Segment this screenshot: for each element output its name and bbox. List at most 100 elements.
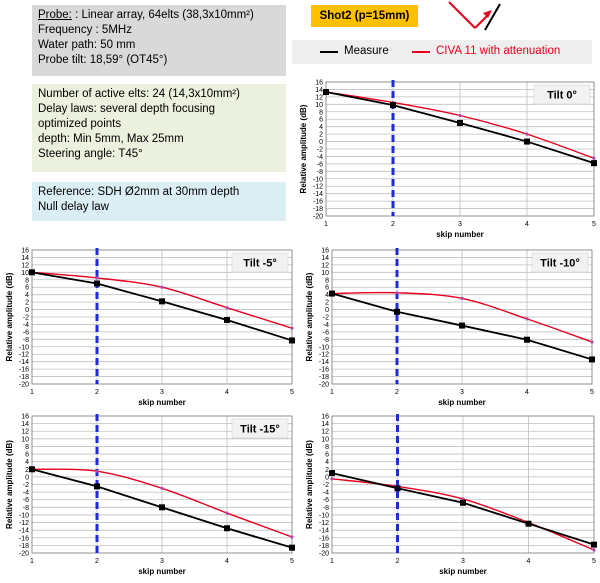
y-tick-label: -16 [319,535,329,542]
y-tick-label: -14 [319,359,329,366]
y-tick-label: 6 [319,117,323,124]
y-tick-label: -20 [19,551,29,558]
chart-title-box [533,84,591,105]
y-tick-label: -4 [23,322,29,329]
x-tick-label: 2 [95,558,99,565]
y-tick-label: -6 [323,329,329,336]
y-tick-label: -8 [323,505,329,512]
chart-tilt-minus-5: -20-18-16-14-12-10-8-6-4-202468101214161… [5,248,295,407]
x-tick-label: 3 [160,558,164,565]
x-axis-label: skip number [439,567,487,576]
y-tick-label: -14 [319,528,329,535]
y-tick-label: 10 [321,270,329,277]
y-tick-label: 8 [325,444,329,451]
civa-point [225,511,229,515]
delay-laws-line: Delay laws: several depth focusing [38,103,216,115]
steering-angle-line: Steering angle: T45° [38,148,143,160]
x-tick-label: 5 [592,558,596,565]
chart-title: Tilt 0° [547,90,577,102]
y-tick-label: 0 [325,307,329,314]
measure-point [460,499,466,506]
x-axis-label: skip number [138,567,186,576]
probe-line: Probe: : Linear array, 64elts (38,3x10mm… [38,8,280,23]
x-tick-label: 3 [461,558,465,565]
x-tick-label: 2 [95,389,99,396]
y-tick-label: -4 [317,154,323,161]
y-tick-label: 16 [315,80,323,87]
y-tick-label: 12 [321,429,329,436]
plot-frame [31,415,293,554]
y-tick-label: -20 [313,214,323,221]
legend: Measure CIVA 11 with attenuation [292,40,592,64]
measure-point [224,316,230,323]
y-axis-label: Relative amplitude (dB) [5,272,14,361]
y-tick-label: 16 [321,414,329,421]
y-axis-label: Relative amplitude (dB) [305,272,314,361]
y-tick-label: 4 [325,459,329,466]
measure-point [524,138,530,145]
civa-point [525,317,529,321]
x-tick-label: 1 [324,221,328,228]
plot-frame [331,249,593,385]
y-tick-label: -10 [319,344,329,351]
x-tick-label: 4 [527,558,531,565]
y-tick-label: 10 [315,102,323,109]
y-axis-label: Relative amplitude (dB) [299,104,308,193]
x-tick-label: 1 [30,558,34,565]
y-tick-label: 2 [325,300,329,307]
x-tick-label: 2 [396,558,400,565]
measure-point [159,504,165,511]
chart-tilt-other: -20-18-16-14-12-10-8-6-4-202468101214161… [305,414,597,576]
y-tick-label: -6 [23,497,29,504]
y-tick-label: 6 [25,452,29,459]
y-tick-label: -18 [19,374,29,381]
y-tick-label: 6 [25,285,29,292]
measure-point [459,322,465,329]
y-tick-label: 8 [25,277,29,284]
y-tick-label: -16 [313,199,323,206]
x-axis-label: skip number [138,398,186,407]
chart-tilt-0: -20-18-16-14-12-10-8-6-4-202468101214161… [299,80,597,239]
x-tick-label: 3 [160,389,164,396]
y-tick-label: -16 [19,367,29,374]
y-tick-label: 2 [25,467,29,474]
x-tick-label: 3 [460,389,464,396]
y-tick-label: -20 [19,382,29,389]
y-tick-label: -6 [317,161,323,168]
x-tick-label: 1 [330,558,334,565]
measure-point [323,89,329,96]
measure-point [329,470,335,477]
y-tick-label: 12 [315,94,323,101]
civa-point [460,296,464,300]
x-axis-label: skip number [436,230,484,239]
civa-point [592,548,596,552]
measure-point [289,337,295,344]
y-tick-label: -14 [19,359,29,366]
x-axis-label: skip number [438,398,486,407]
y-tick-label: -2 [23,482,29,489]
y-tick-label: 12 [21,262,29,269]
y-tick-label: 4 [25,292,29,299]
measure-point [591,541,597,548]
civa-point [290,326,294,330]
probe-label: Probe: [38,9,72,21]
y-tick-label: 2 [325,467,329,474]
civa-point [592,156,596,160]
y-tick-label: -12 [319,352,329,359]
y-tick-label: -10 [19,512,29,519]
y-tick-label: -12 [319,520,329,527]
y-tick-label: -4 [323,490,329,497]
y-tick-label: -12 [19,352,29,359]
y-tick-label: -14 [313,191,323,198]
plot-frame [325,81,595,217]
ray-reflection-icon [448,1,501,31]
legend-civa-swatch [412,51,430,53]
x-tick-label: 5 [592,221,596,228]
null-delay-line: Null delay law [38,201,109,213]
civa-point [590,340,594,344]
y-tick-label: -10 [319,512,329,519]
y-tick-label: 14 [321,421,329,428]
y-tick-label: 2 [319,132,323,139]
x-tick-label: 4 [225,558,229,565]
y-tick-label: 4 [325,292,329,299]
